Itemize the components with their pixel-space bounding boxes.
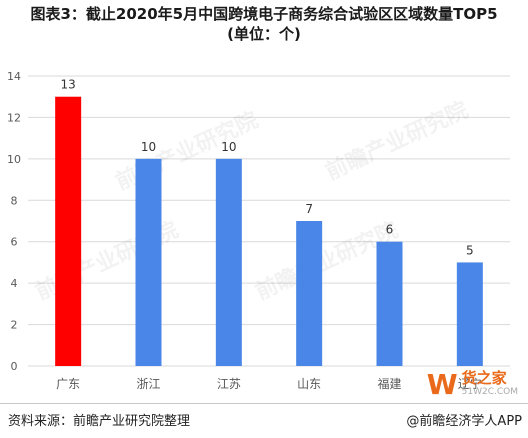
data-label: 10 [141,140,156,154]
chart-title: 图表3：截止2020年5月中国跨境电子商务综合试验区区域数量TOP5 (单位：个… [0,4,528,44]
bar [55,96,82,366]
source-note: 资料来源：前瞻产业研究院整理 [8,414,191,429]
footer-divider [0,403,528,404]
y-tick-label: 2 [11,319,18,332]
x-tick-label: 浙江 [136,377,160,391]
watermark-text: 前瞻产业研究院 [322,97,473,186]
logo-site: 51W2C.COM [461,386,518,397]
x-tick-label: 山东 [297,377,321,391]
y-tick-label: 0 [11,360,18,373]
logo-mark: W [426,368,458,401]
credit-note: @前瞻经济学人APP [406,414,522,429]
logo-name: 货之家 [461,368,507,387]
bar [376,241,403,366]
data-label: 7 [305,202,313,216]
y-tick-label: 14 [7,70,21,83]
bar [135,158,162,366]
data-label: 6 [386,223,394,237]
x-tick-label: 广东 [56,377,80,391]
x-tick-label: 江苏 [217,377,241,391]
title-line-1: 图表3：截止2020年5月中国跨境电子商务综合试验区区域数量TOP5 [30,5,498,23]
x-tick-label: 福建 [377,376,401,391]
bar [215,158,242,366]
x-tick-label: 辽宁 [458,376,482,391]
site-logo: W 货之家 51W2C.COM [427,368,518,401]
bar [456,262,483,366]
y-tick-label: 8 [11,194,18,207]
y-tick-label: 4 [11,277,18,290]
logo-text: 货之家 51W2C.COM [461,368,518,399]
y-tick-label: 6 [11,236,18,249]
y-tick-label: 12 [7,111,21,124]
y-tick-label: 10 [7,153,21,166]
data-label: 13 [61,78,76,92]
bar [296,221,323,366]
data-label: 5 [466,243,474,257]
title-line-2: (单位：个) [227,25,301,43]
data-label: 10 [221,140,236,154]
